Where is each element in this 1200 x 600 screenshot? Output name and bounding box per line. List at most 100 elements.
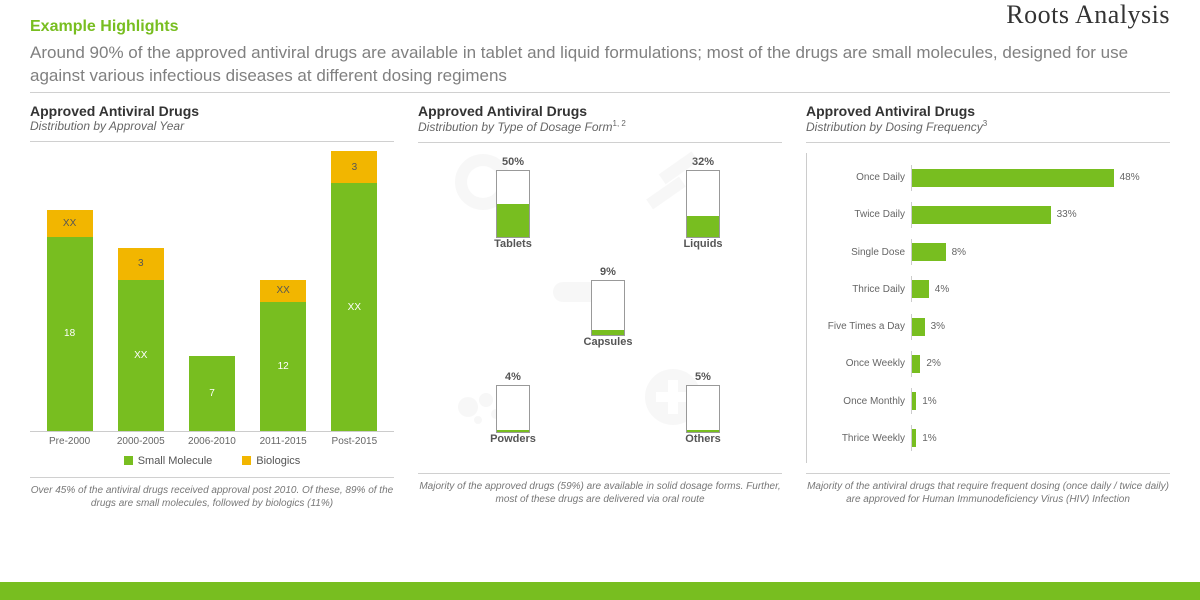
dosage-item: 5% Others <box>648 368 758 445</box>
section-label: Example Highlights <box>30 18 1170 36</box>
hbar-row: Five Times a Day3% <box>807 314 1170 340</box>
legend-swatch <box>242 456 251 465</box>
hbar-row: Once Daily 48% <box>807 165 1170 191</box>
dosage-fill <box>497 204 529 237</box>
bar-segment: 7 <box>189 356 235 431</box>
dosage-name: Capsules <box>584 336 633 348</box>
hbar-value: 33% <box>1057 209 1077 220</box>
dosage-pct: 50% <box>502 156 524 168</box>
bar-x-label: Post-2015 <box>327 436 382 447</box>
hbar-value: 48% <box>1120 172 1140 183</box>
hbar-bar <box>912 318 925 336</box>
bar-legend: Small Molecule Biologics <box>30 455 394 467</box>
legend-item: Biologics <box>242 455 300 467</box>
panel1-divider <box>30 141 394 142</box>
bar-x-label: Pre-2000 <box>42 436 97 447</box>
panels-row: Approved Antiviral Drugs Distribution by… <box>30 103 1170 510</box>
hbar-label: Once Daily <box>807 165 912 191</box>
bar-segment: XX <box>260 280 306 302</box>
header-divider <box>30 92 1170 93</box>
dosage-fill <box>687 430 719 432</box>
dosage-box <box>686 170 720 238</box>
dosage-name: Powders <box>490 433 536 445</box>
footer-accent-bar <box>0 582 1200 600</box>
hbar-row: Single Dose 8% <box>807 239 1170 265</box>
dosage-item: 4% Powders <box>458 368 568 445</box>
panel-approval-year: Approved Antiviral Drugs Distribution by… <box>30 103 394 510</box>
hbar-bar <box>912 280 929 298</box>
panel-dosing-frequency: Approved Antiviral Drugs Distribution by… <box>806 103 1170 510</box>
bar-column: XX3 <box>113 248 168 431</box>
headline: Around 90% of the approved antiviral dru… <box>30 42 1170 88</box>
dosage-name: Liquids <box>683 238 722 250</box>
dosage-item: 9% Capsules <box>553 263 663 348</box>
dosage-pct: 5% <box>695 371 711 383</box>
hbar-value: 2% <box>926 358 940 369</box>
stacked-bar-chart: 18XXXX3712XXXX3 <box>30 152 394 432</box>
hbar-row: Thrice Weekly 1% <box>807 425 1170 451</box>
dosage-name: Others <box>685 433 720 445</box>
hbar-row: Twice Daily 33% <box>807 202 1170 228</box>
hbar-value: 1% <box>922 396 936 407</box>
bar-column: 7 <box>184 356 239 431</box>
hbar-label: Once Weekly <box>807 351 912 377</box>
dosage-fill <box>592 330 624 335</box>
panel3-caption: Majority of the antiviral drugs that req… <box>806 473 1170 506</box>
hbar-row: Once Monthly 1% <box>807 388 1170 414</box>
bar-segment: 12 <box>260 302 306 431</box>
hbar-label: Twice Daily <box>807 202 912 228</box>
dosage-box <box>496 170 530 238</box>
dosage-box <box>591 280 625 336</box>
bar-segment: 3 <box>118 248 164 280</box>
panel1-caption: Over 45% of the antiviral drugs received… <box>30 477 394 510</box>
panel1-title: Approved Antiviral Drugs <box>30 103 394 119</box>
bar-x-axis: Pre-20002000-20052006-20102011-2015Post-… <box>30 432 394 447</box>
bar-segment: 18 <box>47 237 93 431</box>
bar-column: XX3 <box>327 151 382 431</box>
legend-item: Small Molecule <box>124 455 213 467</box>
panel3-subtitle: Distribution by Dosing Frequency3 <box>806 119 1170 134</box>
dosage-pct: 4% <box>505 371 521 383</box>
bar-segment: XX <box>118 280 164 431</box>
bar-x-label: 2000-2005 <box>113 436 168 447</box>
dosage-fill <box>687 216 719 237</box>
bar-segment: XX <box>47 210 93 237</box>
dosage-infographic: 50% Tablets 32% Liquids 9% Capsules 4% Powders 5… <box>418 153 782 463</box>
hbar-value: 8% <box>952 247 966 258</box>
hbar-bar <box>912 206 1051 224</box>
dosage-name: Tablets <box>494 238 532 250</box>
panel2-subtitle: Distribution by Type of Dosage Form1, 2 <box>418 119 782 134</box>
dosage-pct: 32% <box>692 156 714 168</box>
panel1-subtitle: Distribution by Approval Year <box>30 119 394 133</box>
hbar-bar <box>912 392 916 410</box>
panel3-divider <box>806 142 1170 143</box>
panel2-divider <box>418 142 782 143</box>
hbar-bar <box>912 429 916 447</box>
panel2-caption: Majority of the approved drugs (59%) are… <box>418 473 782 506</box>
hbar-bar <box>912 169 1114 187</box>
hbar-row: Once Weekly 2% <box>807 351 1170 377</box>
brand-logo: Roots Analysis <box>1006 0 1170 30</box>
hbar-value: 1% <box>922 433 936 444</box>
hbar-label: Single Dose <box>807 239 912 265</box>
dosage-box <box>686 385 720 433</box>
hbar-label: Once Monthly <box>807 388 912 414</box>
hbar-bar <box>912 355 920 373</box>
legend-swatch <box>124 456 133 465</box>
hbar-value: 4% <box>935 284 949 295</box>
panel-dosage-form: Approved Antiviral Drugs Distribution by… <box>418 103 782 510</box>
bar-column: 18XX <box>42 210 97 431</box>
hbar-bar <box>912 243 946 261</box>
dosage-pct: 9% <box>600 266 616 278</box>
horizontal-bar-chart: Once Daily 48% Twice Daily 33% Single Dose 8%… <box>806 153 1170 463</box>
hbar-label: Thrice Daily <box>807 276 912 302</box>
bar-segment: XX <box>331 183 377 431</box>
hbar-label: Thrice Weekly <box>807 425 912 451</box>
bar-segment: 3 <box>331 151 377 183</box>
panel3-title: Approved Antiviral Drugs <box>806 103 1170 119</box>
bar-column: 12XX <box>256 280 311 431</box>
hbar-row: Thrice Daily 4% <box>807 276 1170 302</box>
panel2-title: Approved Antiviral Drugs <box>418 103 782 119</box>
bar-x-label: 2011-2015 <box>256 436 311 447</box>
hbar-label: Five Times a Day <box>807 314 912 340</box>
